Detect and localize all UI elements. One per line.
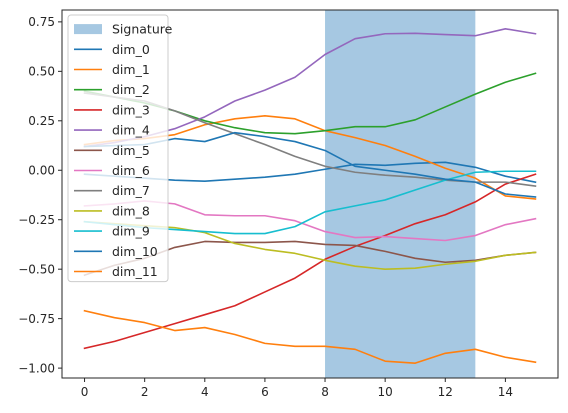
- y-tick-label: −0.50: [18, 262, 55, 276]
- legend: Signature dim_0 dim_1 dim_2 dim_3 dim_4 dim_5d…: [67, 14, 173, 283]
- plot-frame: [61, 9, 559, 379]
- series-line-dim-3: [83, 173, 537, 350]
- y-axis: 0.75 0.50 0.25 0.00 −0.25 −0.50 −0.75 −1.00: [18, 15, 62, 375]
- legend-label-dim-9: dim_9: [112, 224, 150, 239]
- x-tick-label: 4: [201, 385, 209, 399]
- y-tick-label: 0.75: [28, 15, 55, 29]
- y-tick-label: −0.75: [18, 312, 55, 326]
- legend-label-dim-8: dim_8: [112, 203, 150, 218]
- legend-label-dim-2: dim_2: [112, 82, 150, 97]
- x-tick-label: 2: [141, 385, 149, 399]
- legend-box: [67, 14, 169, 283]
- legend-label-dim-10: dim_10: [112, 244, 158, 259]
- shaded-region-layer: [325, 10, 476, 378]
- legend-swatch-signature: [74, 24, 102, 35]
- x-tick-label: 6: [261, 385, 269, 399]
- legend-label-dim-3: dim_3: [112, 102, 150, 117]
- x-tick-label: 0: [81, 385, 89, 399]
- legend-label-dim-7: dim_7: [112, 183, 150, 198]
- legend-label-dim-6: dim_6: [112, 163, 150, 178]
- y-tick-label: 0.25: [28, 114, 55, 128]
- x-tick-label: 10: [378, 385, 393, 399]
- legend-label-signature: Signature: [112, 22, 173, 37]
- legend-label-dim-0: dim_0: [112, 42, 150, 57]
- series-line-dim-11: [83, 309, 537, 364]
- y-tick-label: 0.50: [28, 65, 55, 79]
- x-tick-label: 14: [498, 385, 513, 399]
- legend-label-dim-11: dim_11: [112, 264, 158, 279]
- y-tick-label: 0.00: [28, 164, 55, 178]
- legend-label-dim-1: dim_1: [112, 62, 150, 77]
- legend-label-dim-5: dim_5: [112, 143, 150, 158]
- y-tick-label: −0.25: [18, 213, 55, 227]
- x-tick-label: 8: [321, 385, 329, 399]
- legend-label-dim-4: dim_4: [112, 123, 150, 138]
- x-tick-label: 12: [438, 385, 453, 399]
- signature-region: [325, 10, 476, 378]
- y-tick-label: −1.00: [18, 361, 55, 375]
- x-axis: 0 2 4 6 8 10 12 14: [81, 378, 513, 399]
